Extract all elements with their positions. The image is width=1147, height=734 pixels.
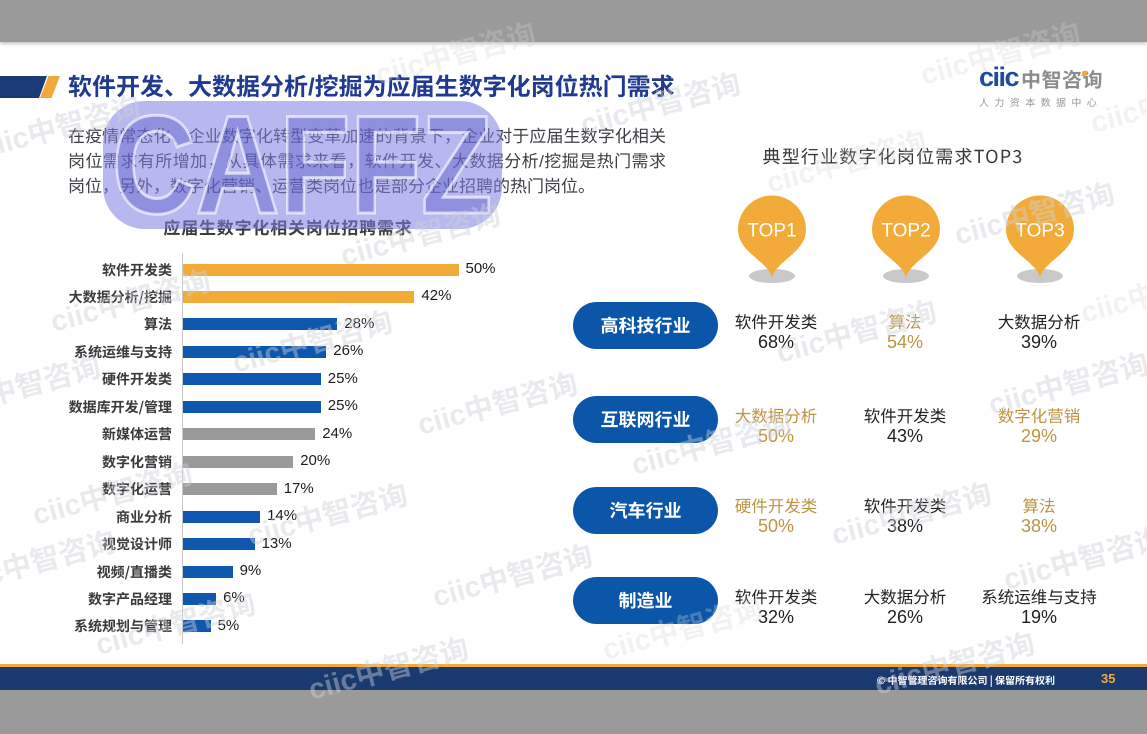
svg-text:TOP1: TOP1 [747,221,796,242]
svg-text:CAFFZ: CAFFZ [112,101,492,229]
svg-text:TOP3: TOP3 [1015,221,1064,242]
svg-text:TOP2: TOP2 [881,221,930,242]
